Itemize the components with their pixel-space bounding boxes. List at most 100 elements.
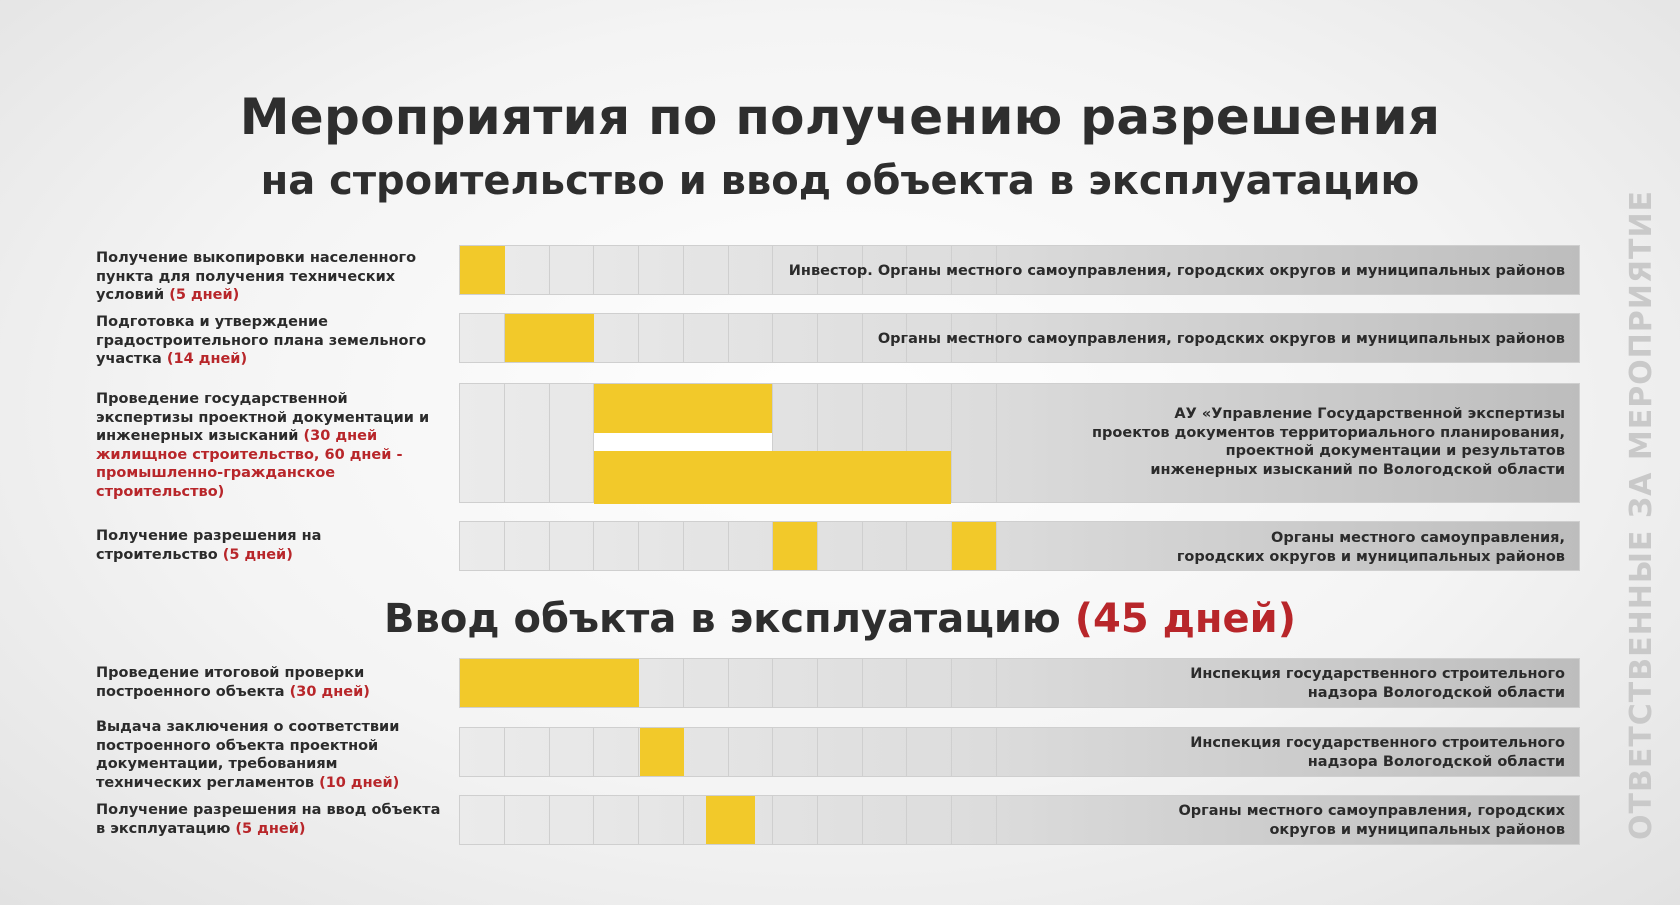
duration-block-housing xyxy=(594,384,772,433)
duration-block xyxy=(773,522,817,570)
timeline-bar-4: Инспекция государственного строительного… xyxy=(459,658,1580,708)
grid-cell xyxy=(907,522,952,570)
duration-block xyxy=(460,659,639,707)
responsible-text: Органы местного самоуправления, городски… xyxy=(878,330,1565,349)
responsible-text: Инвестор. Органы местного самоуправления… xyxy=(789,262,1565,281)
grid-cell xyxy=(818,522,863,570)
row-label-3: Получение разрешения на строительство (5… xyxy=(96,527,446,564)
responsible-line: Инспекция государственного строительного xyxy=(1190,666,1565,682)
grid-cell xyxy=(952,728,997,776)
responsible-line: округов и муниципальных районов xyxy=(1269,821,1565,838)
grid-cell xyxy=(818,796,863,844)
grid-cell xyxy=(460,384,505,502)
grid-cell xyxy=(862,796,908,844)
responsible-line: АУ «Управление Государственной экспертиз… xyxy=(1174,406,1565,422)
section-title-text: Ввод объкта в эксплуатацию xyxy=(384,596,1061,642)
grid-cell xyxy=(639,314,684,362)
row-label-0: Получение выкопировки населенного пункта… xyxy=(96,249,446,305)
responsible-line: проектной документации и результатов xyxy=(1225,443,1565,459)
grid-cell xyxy=(549,246,595,294)
section-title-days: (45 дней) xyxy=(1074,596,1296,642)
grid-cell xyxy=(818,728,863,776)
grid-cell xyxy=(818,246,863,294)
responsible-text: АУ «Управление Государственной экспертиз… xyxy=(1092,405,1565,479)
row-label-text: Подготовка и утверждение градостроительн… xyxy=(96,314,427,367)
grid-cell xyxy=(460,728,505,776)
row-label-6: Получение разрешения на ввод объекта в э… xyxy=(96,801,446,838)
row-days: (5 дней) xyxy=(235,820,306,837)
row-days: (5 дней) xyxy=(169,287,240,303)
duration-block xyxy=(460,246,505,294)
grid-cell xyxy=(907,728,952,776)
grid-cell xyxy=(684,728,729,776)
grid-cell xyxy=(505,522,550,570)
grid-cell xyxy=(952,246,997,294)
grid-cell xyxy=(773,728,818,776)
responsible-line: Инспекция государственного строительного xyxy=(1190,735,1565,751)
row-label-5: Выдача заключения о соответствии построе… xyxy=(96,718,441,792)
row-label-text: Проведение итоговой проверки построенног… xyxy=(96,665,365,700)
responsible-line: надзора Вологодской области xyxy=(1307,684,1565,701)
responsible-line: надзора Вологодской области xyxy=(1307,753,1565,770)
row-label-text: Выдача заключения о соответствии построе… xyxy=(96,719,400,791)
grid-cell xyxy=(505,384,550,502)
row-label-4: Проведение итоговой проверки построенног… xyxy=(96,664,446,701)
responsible-line: Органы местного самоуправления, городски… xyxy=(1178,803,1565,819)
duration-block xyxy=(706,796,755,844)
responsible-line: проектов документов территориального пла… xyxy=(1092,424,1565,441)
row-days: (30 дней) xyxy=(289,683,370,700)
grid-cell xyxy=(684,246,729,294)
responsible-text: Инспекция государственного строительного… xyxy=(1190,665,1565,702)
row-label-text: Проведение государственной экспертизы пр… xyxy=(96,391,430,444)
grid-cell xyxy=(728,659,774,707)
vertical-label-text: ОТВЕТСТВЕННЫЕ ЗА МЕРОПРИЯТИЕ xyxy=(1624,189,1659,840)
grid-cell xyxy=(907,659,952,707)
grid-cell xyxy=(549,522,595,570)
row-days: (30 дней жилищное строительство, 60 дней… xyxy=(96,428,403,500)
grid-cell xyxy=(862,522,908,570)
grid-cell xyxy=(952,522,997,570)
bar-grid xyxy=(460,246,1579,294)
grid-cell xyxy=(639,796,684,844)
grid-cell xyxy=(639,659,684,707)
grid-cell xyxy=(818,314,863,362)
duration-block-industrial xyxy=(594,451,951,504)
grid-cell xyxy=(952,384,997,502)
page-subtitle: на строительство и ввод объекта в эксплу… xyxy=(260,158,1420,204)
grid-cell xyxy=(862,728,908,776)
grid-cell xyxy=(862,314,908,362)
timeline-bar-3: Органы местного самоуправления, городски… xyxy=(459,521,1580,571)
grid-cell xyxy=(773,659,818,707)
grid-cell xyxy=(505,796,550,844)
row-label-1: Подготовка и утверждение градостроительн… xyxy=(96,313,446,369)
grid-cell xyxy=(952,796,997,844)
grid-cell xyxy=(818,384,863,502)
grid-cell xyxy=(728,728,774,776)
bar-grid xyxy=(460,522,1579,570)
responsible-text: Инспекция государственного строительного… xyxy=(1190,734,1565,771)
grid-cell xyxy=(684,314,729,362)
grid-cell xyxy=(549,796,595,844)
grid-cell xyxy=(773,796,818,844)
grid-cell xyxy=(728,522,774,570)
responsible-text: Органы местного самоуправления, городски… xyxy=(1177,529,1565,566)
timeline-bar-2: АУ «Управление Государственной экспертиз… xyxy=(459,383,1580,504)
grid-cell xyxy=(549,384,595,502)
timeline-bar-6: Органы местного самоуправления, городски… xyxy=(459,795,1580,845)
section-title: Ввод объкта в эксплуатацию (45 дней) xyxy=(0,596,1680,642)
timeline-bar-5: Инспекция государственного строительного… xyxy=(459,727,1580,777)
grid-cell xyxy=(549,728,595,776)
row-days: (10 дней) xyxy=(319,774,400,791)
responsible-line: Органы местного самоуправления, городски… xyxy=(877,331,1565,347)
grid-cell xyxy=(460,314,505,362)
grid-cell xyxy=(773,522,818,570)
bar-grid xyxy=(460,728,1579,776)
row-label-text: Получение выкопировки населенного пункта… xyxy=(96,250,417,303)
row-label-2: Проведение государственной экспертизы пр… xyxy=(96,390,446,501)
grid-cell xyxy=(907,246,952,294)
grid-cell xyxy=(862,659,908,707)
grid-cell xyxy=(460,796,505,844)
grid-cell xyxy=(460,522,505,570)
grid-cell xyxy=(862,384,908,502)
timeline-bar-1: Органы местного самоуправления, городски… xyxy=(459,313,1580,363)
